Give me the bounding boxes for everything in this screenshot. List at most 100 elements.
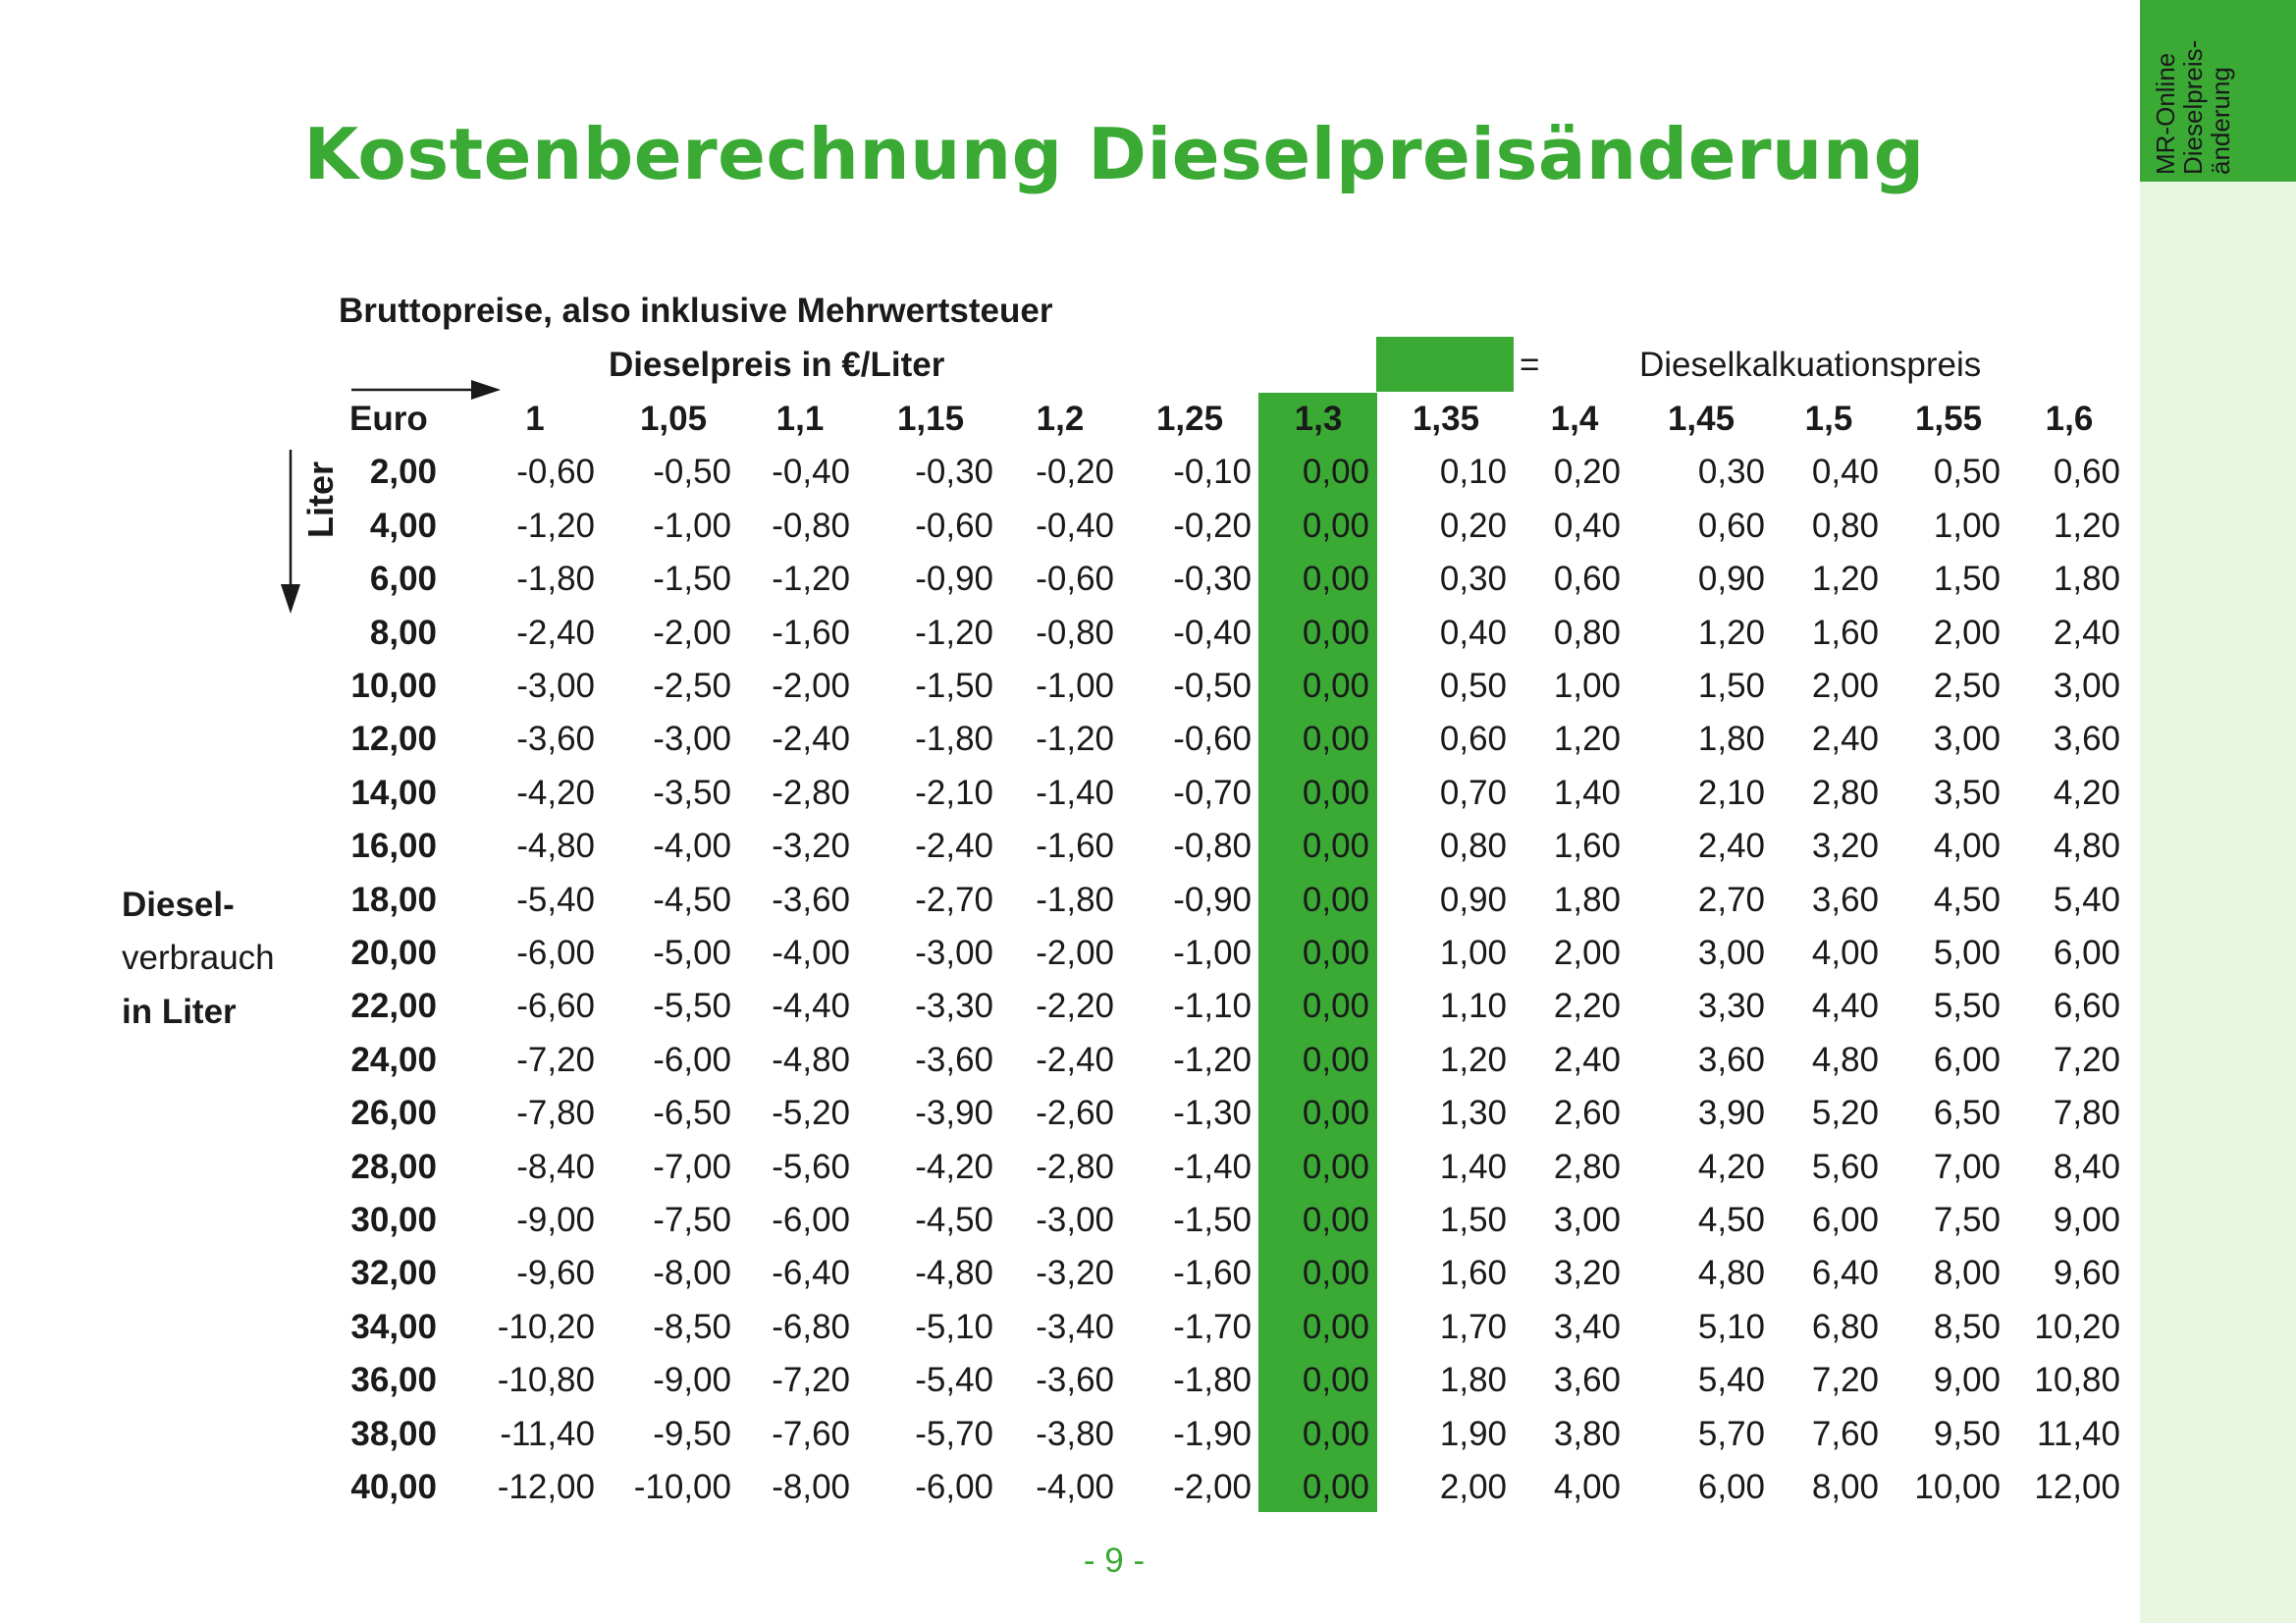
legend-swatch	[1376, 337, 1514, 392]
table-cell: 2,70	[1697, 880, 1765, 919]
table-cell: -4,00	[772, 934, 850, 972]
table-cell: -9,60	[516, 1254, 595, 1293]
table-cell: 3,50	[1933, 773, 2001, 812]
row-label: 14,00	[350, 773, 437, 812]
row-label: 2,00	[369, 453, 437, 492]
column-header: 1,35	[1412, 400, 1480, 438]
table-cell: 4,20	[2053, 773, 2120, 812]
table-cell: 0,00	[1302, 1361, 1369, 1400]
table-cell: -0,90	[915, 560, 993, 599]
table-cell: 5,50	[1933, 987, 2001, 1026]
row-label: 26,00	[350, 1094, 437, 1133]
table-cell: -5,70	[915, 1414, 993, 1453]
table-cell: 0,80	[1439, 827, 1507, 866]
table-cell: -3,20	[772, 827, 850, 866]
table-cell: -6,00	[772, 1201, 850, 1239]
table-cell: -3,90	[915, 1094, 993, 1133]
diesel-label-line-1: Diesel-	[122, 886, 235, 924]
table-cell: 1,20	[1439, 1040, 1507, 1079]
table-cell: 0,00	[1302, 773, 1369, 812]
table-cell: -7,60	[772, 1414, 850, 1453]
row-label: 18,00	[350, 880, 437, 919]
table-cell: 4,00	[1811, 934, 1879, 972]
table-cell: 1,20	[1697, 613, 1765, 652]
column-header: 1,25	[1155, 400, 1224, 438]
table-cell: 0,30	[1697, 453, 1765, 492]
table-cell: 8,00	[1811, 1468, 1879, 1506]
table-cell: 0,90	[1697, 560, 1765, 599]
table-cell: -1,20	[516, 506, 595, 545]
table-cell: 1,20	[1553, 720, 1621, 759]
table-cell: -5,20	[772, 1094, 850, 1133]
table-cell: 4,20	[1697, 1147, 1765, 1186]
table-cell: -0,40	[1036, 506, 1114, 545]
table-cell: -4,80	[915, 1254, 993, 1293]
table-cell: 12,00	[2034, 1468, 2120, 1506]
table-cell: 7,50	[1933, 1201, 2001, 1239]
column-header: 1,5	[1804, 400, 1853, 438]
table-cell: 2,10	[1697, 773, 1765, 812]
table-cell: -6,40	[772, 1254, 850, 1293]
table-cell: -3,80	[1036, 1414, 1114, 1453]
row-label: 6,00	[369, 560, 437, 599]
column-header: 1	[525, 400, 545, 438]
table-cell: 4,50	[1933, 880, 2001, 919]
table-cell: 6,00	[1697, 1468, 1765, 1506]
table-cell: 0,70	[1439, 773, 1507, 812]
table-cell: 7,60	[1811, 1414, 1879, 1453]
table-cell: 8,50	[1933, 1307, 2001, 1346]
table-cell: 4,80	[2053, 827, 2120, 866]
table-cell: -1,50	[915, 667, 993, 705]
table-cell: -3,60	[1036, 1361, 1114, 1400]
table-cell: -9,00	[653, 1361, 731, 1400]
table-cell: 2,80	[1553, 1147, 1621, 1186]
row-label: 10,00	[350, 667, 437, 705]
table-cell: -4,20	[915, 1147, 993, 1186]
table-cell: 1,00	[1553, 667, 1621, 705]
row-label: 32,00	[350, 1254, 437, 1293]
table-cell: 0,80	[1553, 613, 1621, 652]
table-cell: 0,00	[1302, 1468, 1369, 1506]
down-arrow-icon	[281, 450, 300, 614]
row-label: 30,00	[350, 1201, 437, 1239]
table-cell: -1,60	[772, 613, 850, 652]
table-cell: 3,20	[1811, 827, 1879, 866]
table-cell: -6,00	[516, 934, 595, 972]
table-cell: -2,40	[516, 613, 595, 652]
table-corner-label: Euro	[349, 400, 428, 438]
table-cell: 1,80	[1697, 720, 1765, 759]
table-cell: 6,40	[1811, 1254, 1879, 1293]
table-cell: 2,60	[1553, 1094, 1621, 1133]
table-cell: -2,00	[653, 613, 731, 652]
table-cell: -4,50	[653, 880, 731, 919]
table-cell: 0,00	[1302, 506, 1369, 545]
table-cell: -0,80	[1173, 827, 1252, 866]
table-cell: 4,40	[1811, 987, 1879, 1026]
table-cell: 1,20	[2053, 506, 2120, 545]
table-cell: 2,80	[1811, 773, 1879, 812]
table-cell: -6,00	[915, 1468, 993, 1506]
table-cell: 3,60	[1553, 1361, 1621, 1400]
table-cell: -0,50	[653, 453, 731, 492]
table-cell: -1,20	[1036, 720, 1114, 759]
table-cell: 1,50	[1933, 560, 2001, 599]
table-cell: 6,50	[1933, 1094, 2001, 1133]
table-cell: 6,00	[1811, 1201, 1879, 1239]
table-cell: 4,80	[1697, 1254, 1765, 1293]
table-cell: 3,00	[1697, 934, 1765, 972]
table-cell: 0,30	[1439, 560, 1507, 599]
table-cell: -0,40	[1173, 613, 1252, 652]
table-cell: 6,00	[1933, 1040, 2001, 1079]
table-cell: -0,20	[1173, 506, 1252, 545]
table-cell: -7,20	[516, 1040, 595, 1079]
table-cell: -0,70	[1173, 773, 1252, 812]
table-cell: 2,20	[1553, 987, 1621, 1026]
row-label: 16,00	[350, 827, 437, 866]
table-cell: 3,00	[1553, 1201, 1621, 1239]
table-cell: -6,50	[653, 1094, 731, 1133]
table-cell: -2,40	[915, 827, 993, 866]
table-cell: 3,60	[1697, 1040, 1765, 1079]
table-cell: -4,80	[516, 827, 595, 866]
table-cell: -5,50	[653, 987, 731, 1026]
